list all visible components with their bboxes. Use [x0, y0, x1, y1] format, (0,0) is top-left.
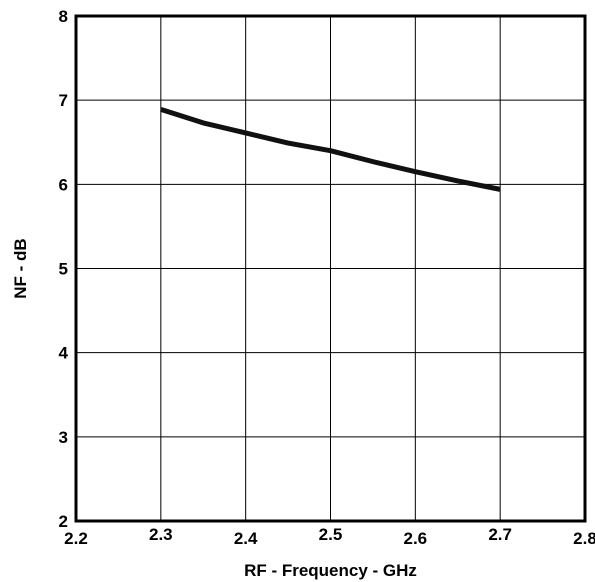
- y-tick-label: 8: [59, 7, 68, 26]
- grid: [76, 16, 585, 521]
- x-axis-title: RF - Frequency - GHz: [244, 561, 417, 580]
- y-tick-label: 4: [59, 344, 69, 363]
- y-tick-label: 6: [59, 175, 68, 194]
- x-tick-label: 2.5: [319, 525, 343, 544]
- x-tick-label: 2.6: [404, 529, 428, 548]
- y-tick-label: 5: [59, 260, 68, 279]
- x-tick-labels: 2.2 2.3 2.4 2.5 2.6 2.7 2.8: [64, 525, 595, 548]
- x-tick-label: 2.7: [488, 525, 512, 544]
- y-tick-labels: 2 3 4 5 6 7 8: [59, 7, 69, 531]
- series-line-0: [160, 107, 501, 192]
- x-tick-label: 2.8: [573, 529, 595, 548]
- x-tick-label: 2.4: [234, 529, 258, 548]
- y-tick-label: 3: [59, 428, 68, 447]
- series-layer: [160, 107, 501, 192]
- x-tick-label: 2.2: [64, 529, 88, 548]
- y-tick-label: 7: [59, 91, 68, 110]
- x-tick-label: 2.3: [149, 525, 173, 544]
- y-axis-title: NF - dB: [11, 238, 30, 298]
- plot-frame: [74, 14, 587, 523]
- y-tick-label: 2: [59, 512, 68, 531]
